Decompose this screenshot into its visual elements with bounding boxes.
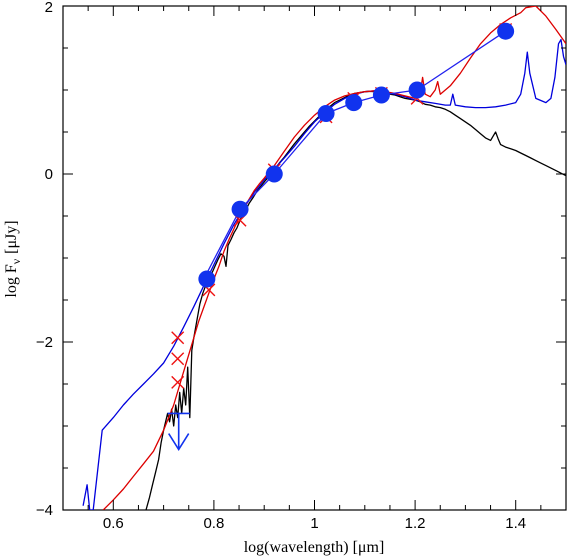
data-point-circle-0 [198,270,216,288]
axes-frame [62,5,567,511]
data-point-cross-0 [171,331,185,345]
series-line-0 [145,90,566,510]
x-tick-label: 1 [310,515,318,532]
series-line-2 [102,6,566,510]
x-tick-label: 0.8 [203,515,224,532]
plot-border [62,5,567,511]
data-point-cross-1 [171,352,185,366]
data-point-cross-2 [171,375,185,389]
y-tick-label: −4 [36,502,53,519]
data-point-circle-7 [497,22,515,40]
data-point-circle-1 [231,200,249,218]
data-point-circle-5 [372,86,390,104]
data-point-circle-2 [265,165,283,183]
x-axis-title: log(wavelength) [μm] [244,539,385,556]
x-tick-label: 0.6 [103,515,124,532]
y-axis-title-unit: [μJy] [3,220,20,253]
upper-limit-arrowhead [168,433,190,452]
data-point-circle-4 [345,94,363,112]
tick-labels: 0.6 0.8 1 1.2 1.4 −4 −2 0 2 [36,0,526,532]
y-axis-title-main: log F [3,264,20,297]
y-tick-label: 0 [45,166,53,183]
series-line-3 [203,30,506,280]
data-point-circle-3 [317,105,335,123]
x-tick-label: 1.4 [505,515,526,532]
data-point-circle-6 [408,81,426,99]
markers [167,22,515,452]
y-tick-label: 2 [45,0,53,16]
x-tick-label: 1.2 [405,515,426,532]
ticks [62,5,567,511]
y-axis-title: log Fν [μJy] [3,220,23,297]
y-axis-title-sub: ν [9,258,23,264]
y-tick-label: −2 [36,334,53,351]
curves [82,6,566,510]
